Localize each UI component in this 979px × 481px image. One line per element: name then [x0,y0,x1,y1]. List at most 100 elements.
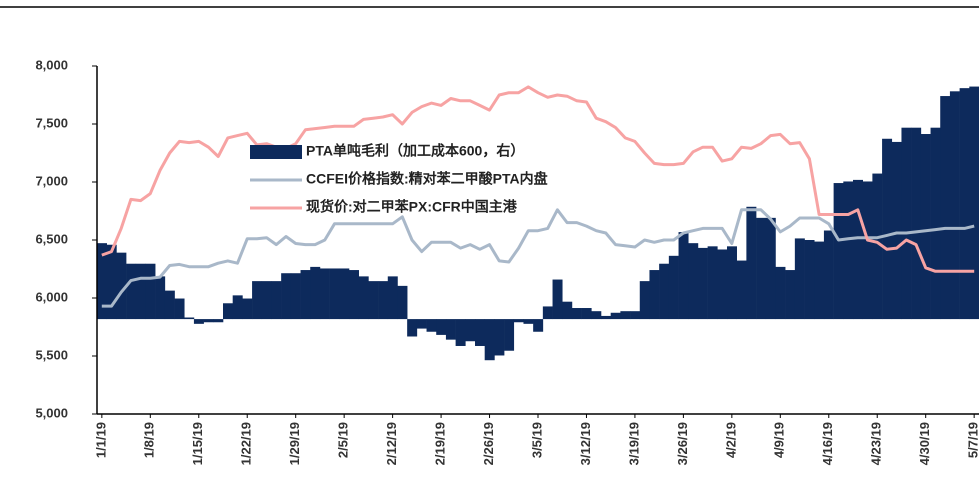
bar [455,319,466,346]
legend-label: PTA单吨毛利（加工成本600，右） [306,143,524,159]
bar [920,134,931,320]
bar [542,306,553,320]
bar [785,270,796,320]
x-tick-label: 1/15/19 [190,422,205,465]
bar [494,319,505,356]
x-tick-label: 3/26/19 [675,422,690,465]
bar [407,319,418,337]
line-series [101,208,975,308]
bar [901,127,912,320]
bar [736,260,747,320]
bar [562,301,573,320]
bar [678,232,689,320]
bar [746,206,757,320]
bar [310,266,321,320]
y-tick-label: 6,000 [35,289,68,304]
bar [717,249,728,320]
bar [959,88,970,320]
bar [591,311,602,320]
bar [610,312,621,320]
bar [281,273,292,320]
bar [184,317,195,320]
bar [445,319,456,340]
bar [891,141,902,320]
bar [290,273,301,320]
bar [504,319,515,351]
bar [135,263,146,320]
x-tick-label: 4/30/19 [917,422,932,465]
bar [688,243,699,320]
bar [436,319,447,335]
bar [930,127,941,320]
bar [242,298,253,320]
bar [862,181,873,320]
bar [949,91,960,320]
bar [649,270,660,320]
bar [843,181,854,320]
bar [659,263,670,320]
x-tick-label: 4/16/19 [820,422,835,465]
bar [523,319,534,324]
bar [727,246,737,320]
x-tick-label: 1/1/19 [93,422,108,458]
bar [571,308,582,320]
bar [823,230,834,320]
bar [145,263,156,320]
bar [397,285,408,320]
bar [765,217,776,320]
x-tick-label: 1/8/19 [142,422,157,458]
bar [639,281,650,320]
bar [853,179,863,320]
bar [349,270,359,320]
bar [300,270,311,320]
legend-label: 现货价:对二甲苯PX:CFR中国主港 [306,199,518,215]
x-tick-label: 4/23/19 [869,422,884,465]
bar [319,268,330,320]
bar [969,86,979,320]
bar [174,298,185,320]
bar [106,244,117,320]
bar [378,281,389,320]
bar [116,252,127,320]
bar [756,217,767,320]
bar [601,315,611,320]
x-tick-label: 3/5/19 [529,422,544,458]
bar [193,319,204,324]
bar [581,308,592,320]
bar [513,319,524,323]
bar [833,183,844,320]
legend-swatch [250,145,302,159]
legend-label: CCFEI价格指数:精对苯二甲酸PTA内盘 [306,171,548,187]
bar [794,238,805,320]
y-tick-label: 6,500 [35,231,68,246]
bar [775,266,786,320]
bar [426,319,437,332]
bar [126,263,137,320]
bar [533,319,544,332]
x-tick-label: 2/12/19 [384,422,399,465]
line-series [101,85,975,273]
bar [697,247,708,320]
bar [368,281,379,320]
bar [271,281,282,320]
y-tick-label: 5,500 [35,347,68,362]
x-tick-label: 2/19/19 [433,422,448,465]
y-tick-label: 5,000 [35,405,68,420]
bar [232,295,243,320]
x-tick-label: 4/2/19 [723,422,738,458]
bar [630,311,641,320]
x-tick-label: 4/9/19 [772,422,787,458]
bar [416,319,427,329]
bar [882,138,893,320]
bar [552,279,563,320]
y-tick-label: 7,500 [35,115,68,130]
bar [261,281,272,320]
bar [668,255,679,320]
bar [475,319,485,346]
x-tick-label: 3/12/19 [578,422,593,465]
bar [213,319,224,323]
bar [465,319,476,342]
bar [707,246,718,320]
